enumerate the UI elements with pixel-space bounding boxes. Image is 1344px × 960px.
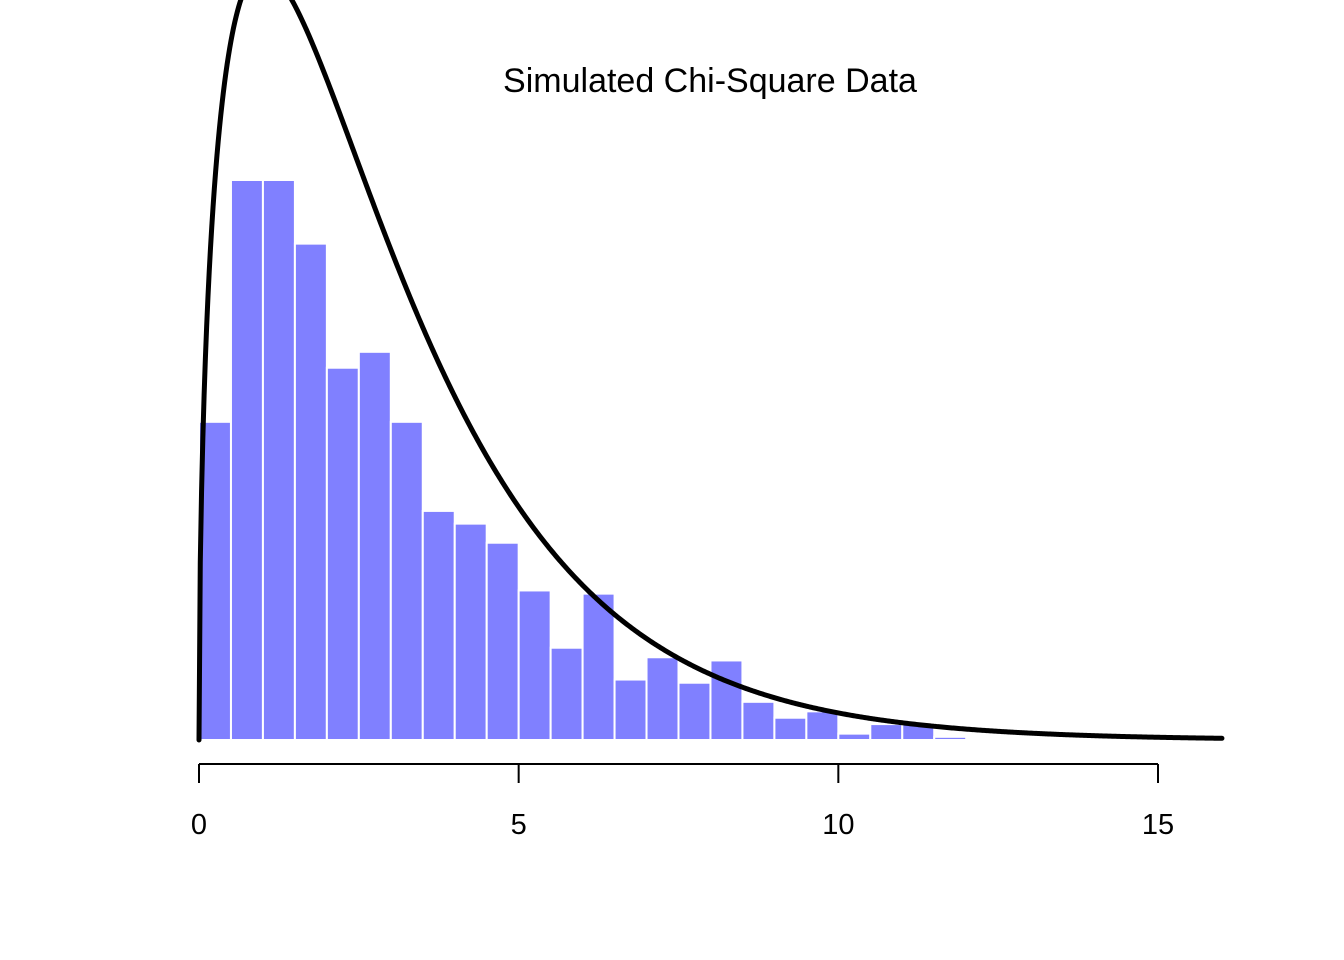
histogram-bar	[677, 681, 712, 742]
chart-title: Simulated Chi-Square Data	[503, 62, 917, 100]
histogram-bar	[805, 710, 840, 742]
histogram-bar	[837, 732, 872, 741]
histogram-bar	[773, 716, 808, 742]
x-tick-label: 0	[191, 809, 207, 841]
density-curve	[196, 0, 1225, 743]
histogram-bar	[869, 723, 904, 741]
histogram-bar	[261, 179, 296, 741]
histogram-bar	[485, 541, 520, 742]
histogram-bar	[357, 350, 392, 741]
histogram-bar	[645, 656, 680, 741]
histogram-bar	[389, 420, 424, 741]
x-tick-label: 5	[511, 809, 527, 841]
histogram-bar	[581, 592, 616, 741]
histogram-bar	[325, 366, 360, 741]
x-tick-label: 15	[1142, 809, 1174, 841]
histogram-bar	[229, 179, 264, 741]
histogram-bar	[453, 522, 488, 741]
histogram-bar	[709, 659, 744, 741]
x-tick-label: 10	[822, 809, 854, 841]
x-axis: 0 5 10 15	[191, 763, 1174, 841]
histogram-bar	[421, 509, 456, 741]
histogram-bar	[549, 646, 584, 742]
histogram-bar	[613, 678, 648, 742]
histogram-bar	[741, 700, 776, 741]
histogram-bar	[517, 589, 552, 741]
histogram-bar	[293, 242, 328, 742]
histogram-bar	[933, 735, 968, 741]
histogram-bars	[198, 179, 968, 742]
density-curve-group	[196, 0, 1225, 743]
